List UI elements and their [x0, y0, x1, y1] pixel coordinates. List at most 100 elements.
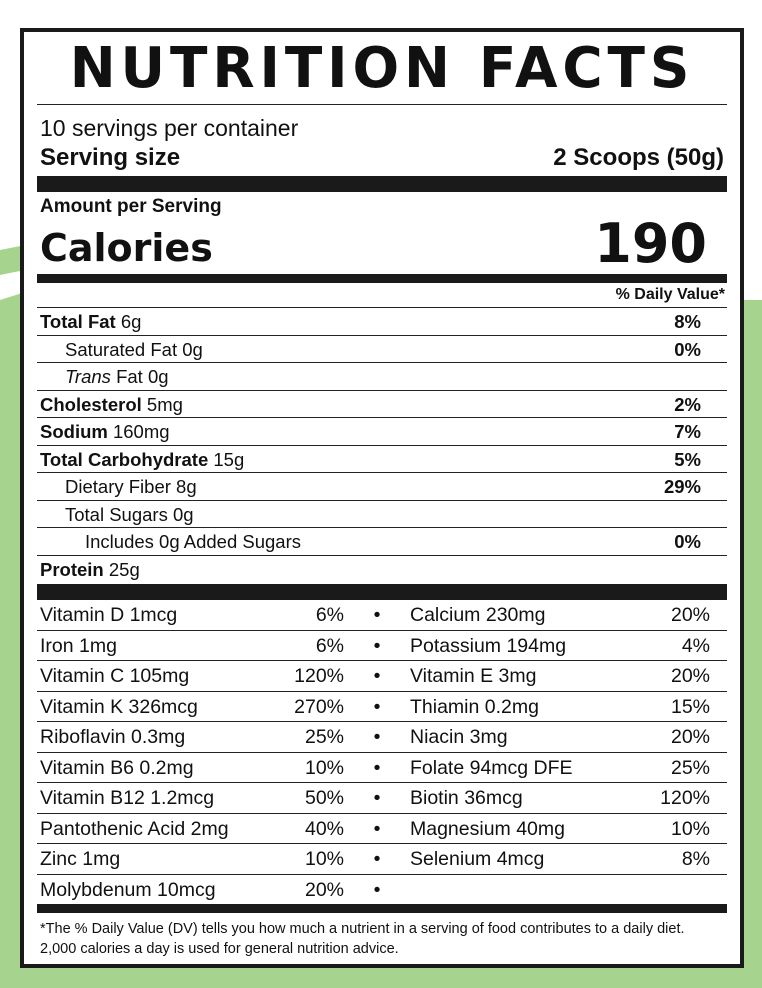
- calories-value: 190: [594, 212, 707, 275]
- nutrient-label: Total Fat 6g: [40, 308, 141, 335]
- nutrient-name: Protein: [40, 558, 104, 580]
- bullet-separator: •: [373, 695, 381, 718]
- bullet-separator: •: [373, 665, 381, 687]
- vitamin-dv-left: 40%: [304, 817, 344, 840]
- nutrient-row: Dietary Fiber 8g 29%: [37, 472, 727, 500]
- nutrient-label: Protein 25g: [40, 556, 140, 583]
- thick-divider: [37, 274, 727, 283]
- vitamin-dv-left: 25%: [304, 726, 344, 748]
- nutrient-label: Dietary Fiber 8g: [40, 473, 197, 500]
- nutrient-row: Includes 0g Added Sugars 0%: [37, 527, 727, 555]
- vitamin-name-right: Niacin 3mg: [410, 726, 508, 748]
- nutrient-daily-value: 0%: [674, 531, 701, 552]
- bullet-separator: •: [373, 787, 381, 809]
- bullet-separator: •: [373, 756, 381, 779]
- vitamin-dv-left: 10%: [304, 848, 344, 870]
- vitamin-name-left: Molybdenum 10mcg: [40, 878, 216, 901]
- nutrient-amount: 0g: [182, 338, 203, 360]
- nutrient-daily-value: 7%: [674, 421, 701, 442]
- vitamin-mineral-table: Vitamin D 1mcg 6% • Calcium 230mg 20% Iron 1m…: [37, 600, 727, 904]
- vitamin-name-left: Vitamin B6 0.2mg: [40, 756, 194, 779]
- vitamin-row: Vitamin B6 0.2mg 10% • Folate 94mcg DFE 25%: [37, 753, 727, 783]
- servings-per-container: 10 servings per container: [40, 115, 299, 141]
- calories-label: Calories: [40, 226, 213, 270]
- vitamin-row: Molybdenum 10mcg 20% •: [37, 875, 727, 905]
- bullet-separator: •: [373, 604, 381, 626]
- vitamin-name-left: Riboflavin 0.3mg: [40, 726, 186, 748]
- vitamin-name-right: Selenium 4mcg: [410, 848, 545, 870]
- divider: [37, 104, 727, 105]
- vitamin-name-left: Zinc 1mg: [40, 848, 121, 870]
- vitamin-name-left: Pantothenic Acid 2mg: [40, 817, 229, 840]
- nutrient-name: Trans: [65, 366, 111, 387]
- amount-per-serving: Amount per Serving: [40, 196, 222, 217]
- nutrient-daily-value: 0%: [674, 338, 701, 360]
- vitamin-name-right: Magnesium 40mg: [410, 817, 565, 840]
- vitamin-dv-right: 20%: [670, 726, 710, 748]
- nutrient-name-suffix: Fat: [116, 366, 143, 387]
- nutrient-row: Protein 25g: [37, 554, 727, 583]
- nutrient-name: Cholesterol: [40, 393, 142, 415]
- nutrient-name: Dietary Fiber: [65, 476, 171, 497]
- nutrient-label: Includes 0g Added Sugars: [40, 528, 301, 555]
- vitamin-name-left: Vitamin K 326mcg: [40, 695, 198, 718]
- vitamin-row: Vitamin K 326mcg 270% • Thiamin 0.2mg 15%: [37, 692, 727, 722]
- nutrient-label: Cholesterol 5mg: [40, 391, 183, 418]
- daily-value-header: % Daily Value*: [615, 286, 725, 303]
- vitamin-dv-right: 20%: [670, 665, 710, 687]
- calories-row: Calories 190: [37, 212, 727, 275]
- nutrient-row: Trans Fat 0g: [37, 362, 727, 390]
- vitamin-dv-right: 120%: [660, 787, 710, 809]
- vitamin-dv-right: 4%: [681, 634, 710, 657]
- vitamin-dv-left: 6%: [315, 634, 344, 657]
- bullet-separator: •: [373, 878, 381, 901]
- vitamin-name-left: Vitamin D 1mcg: [40, 604, 178, 626]
- vitamin-dv-right: 10%: [670, 817, 710, 840]
- vitamin-row: Vitamin C 105mg 120% • Vitamin E 3mg 20%: [37, 661, 727, 692]
- nutrient-name: Total Fat: [40, 311, 116, 332]
- nutrient-name: Saturated Fat: [65, 338, 178, 360]
- bullet-separator: •: [373, 817, 381, 840]
- vitamin-dv-right: 8%: [681, 848, 710, 870]
- vitamin-name-left: Vitamin B12 1.2mcg: [40, 787, 215, 809]
- nutrient-list: Total Fat 6g 8% Saturated Fat 0g 0% Trans Fa…: [37, 307, 727, 582]
- vitamin-dv-left: 20%: [304, 878, 344, 901]
- nutrient-name: Total Sugars: [65, 503, 168, 525]
- nutrient-daily-value: 8%: [674, 311, 701, 332]
- nutrition-label: NUTRITION FACTS 10 servings per containe…: [20, 28, 744, 968]
- bullet-separator: •: [373, 634, 381, 657]
- nutrient-label: Total Carbohydrate 15g: [40, 446, 244, 473]
- nutrient-amount: 15g: [213, 448, 245, 470]
- nutrient-name: Total Carbohydrate: [40, 448, 209, 470]
- vitamin-dv-left: 50%: [304, 787, 344, 809]
- thick-divider: [37, 176, 727, 192]
- nutrient-label: Trans Fat 0g: [40, 363, 169, 390]
- nutrient-amount: 160mg: [112, 421, 170, 442]
- vitamin-name-left: Vitamin C 105mg: [40, 665, 190, 687]
- serving-size: Serving size 2 Scoops (50g): [37, 144, 727, 172]
- vitamin-name-right: Thiamin 0.2mg: [410, 695, 539, 718]
- vitamin-dv-right: [660, 875, 710, 905]
- vitamin-dv-left: 6%: [315, 604, 344, 626]
- vitamin-name-right: [410, 875, 660, 905]
- nutrient-amount: 8g: [176, 476, 197, 497]
- vitamin-row: Zinc 1mg 10% • Selenium 4mcg 8%: [37, 844, 727, 875]
- vitamin-name-left: Iron 1mg: [40, 634, 117, 657]
- vitamin-row: Pantothenic Acid 2mg 40% • Magnesium 40mg 10…: [37, 814, 727, 844]
- vitamin-row: Riboflavin 0.3mg 25% • Niacin 3mg 20%: [37, 722, 727, 753]
- nutrient-amount: 6g: [120, 311, 142, 332]
- vitamin-dv-right: 25%: [670, 756, 710, 779]
- nutrient-amount: 0g: [147, 366, 169, 387]
- footnote: *The % Daily Value (DV) tells you how mu…: [40, 921, 685, 957]
- nutrient-label: Saturated Fat 0g: [40, 336, 203, 363]
- nutrient-daily-value: 5%: [674, 448, 701, 470]
- nutrient-row: Saturated Fat 0g 0%: [37, 334, 727, 363]
- vitamin-name-right: Vitamin E 3mg: [410, 665, 537, 687]
- thick-divider: [37, 904, 727, 913]
- nutrient-name: Sodium: [40, 421, 108, 442]
- nutrient-amount: 5mg: [146, 393, 183, 415]
- nutrient-amount: 0g: [172, 503, 194, 525]
- nutrient-daily-value: 29%: [663, 476, 701, 497]
- nutrient-row: Total Carbohydrate 15g 5%: [37, 444, 727, 473]
- nutrient-daily-value: 2%: [674, 393, 701, 415]
